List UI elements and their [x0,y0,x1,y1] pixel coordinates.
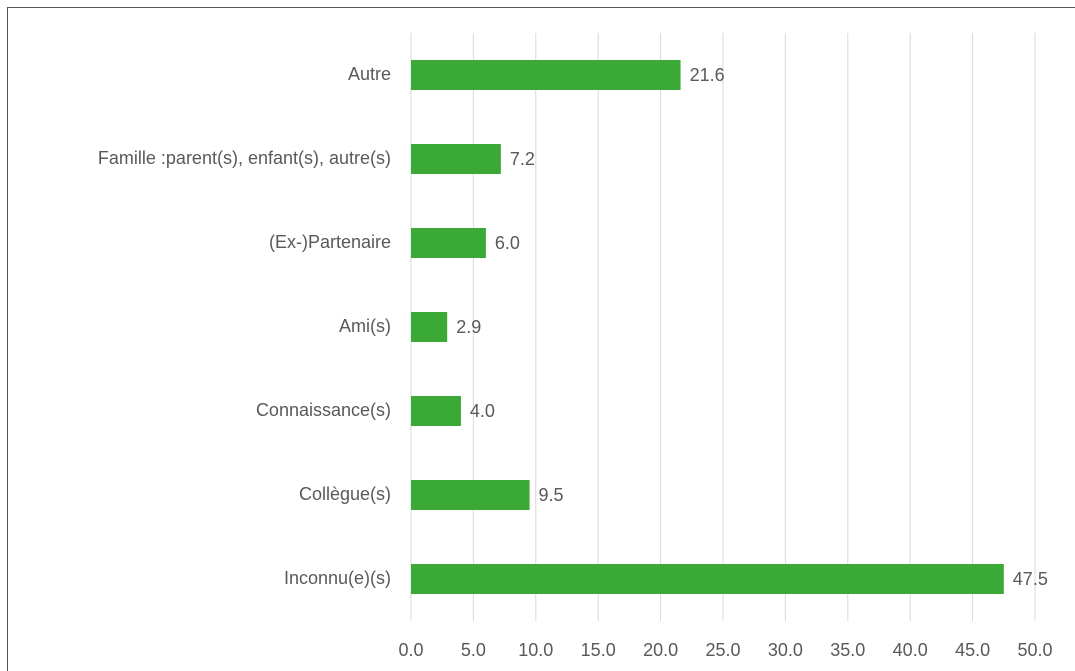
y-tick-label: Inconnu(e)(s) [284,568,391,588]
value-label: 7.2 [510,149,535,169]
y-tick-label: Famille :parent(s), enfant(s), autre(s) [98,148,391,168]
x-tick-label: 15.0 [581,640,616,660]
value-label: 47.5 [1013,569,1048,589]
bar [411,312,448,342]
bar [411,480,530,510]
x-tick-label: 40.0 [893,640,928,660]
x-tick-label: 30.0 [768,640,803,660]
x-tick-label: 5.0 [461,640,486,660]
value-label: 9.5 [539,485,564,505]
value-label: 2.9 [456,317,481,337]
bar [411,228,486,258]
y-tick-label: Connaissance(s) [256,400,391,420]
x-tick-label: 10.0 [518,640,553,660]
bar [411,144,501,174]
x-tick-label: 25.0 [705,640,740,660]
x-tick-label: 0.0 [398,640,423,660]
value-label: 6.0 [495,233,520,253]
y-tick-label: Collègue(s) [299,484,391,504]
y-tick-label: Ami(s) [339,316,391,336]
bar [411,396,461,426]
y-tick-label: Autre [348,64,391,84]
bar [411,564,1004,594]
x-tick-label: 50.0 [1017,640,1052,660]
bar [411,60,681,90]
y-tick-label: (Ex-)Partenaire [269,232,391,252]
value-label: 21.6 [690,65,725,85]
x-tick-label: 35.0 [830,640,865,660]
x-tick-label: 45.0 [955,640,990,660]
chart-border [7,7,1075,671]
x-tick-label: 20.0 [643,640,678,660]
value-label: 4.0 [470,401,495,421]
